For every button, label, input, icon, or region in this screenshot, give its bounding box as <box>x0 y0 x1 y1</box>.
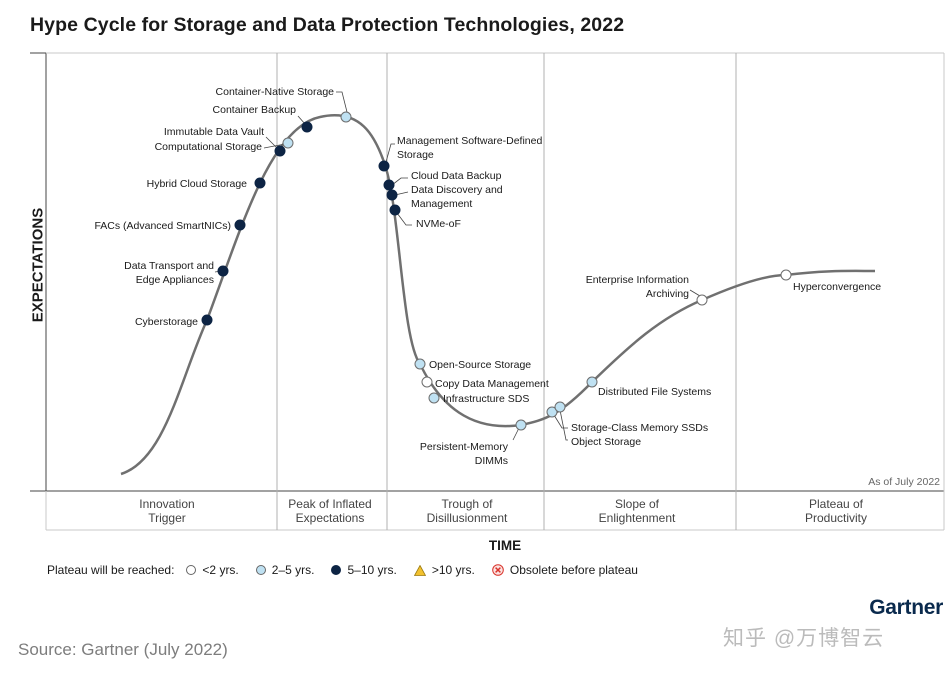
tech-label-container-backup: Container Backup <box>213 104 297 116</box>
watermark: 知乎 @万博智云 <box>723 627 885 650</box>
leader-line-computational-storage <box>263 143 286 149</box>
x-circle-icon <box>492 564 504 576</box>
tech-marker-container-native-storage[interactable] <box>340 111 352 123</box>
tech-marker-copy-data-management[interactable] <box>421 376 433 388</box>
tech-label-nvme-of: NVMe-oF <box>416 218 461 230</box>
tech-marker-open-source-storage[interactable] <box>414 358 426 370</box>
leader-line-nvme-of <box>396 212 412 226</box>
tech-label-open-source-storage: Open-Source Storage <box>429 359 531 371</box>
tech-label-persistent-memory-dimms: Persistent-Memory DIMMs <box>420 441 509 467</box>
chart-title: Hype Cycle for Storage and Data Protecti… <box>30 14 625 36</box>
tech-label-data-transport-and-edge-appliances: Data Transport and Edge Appliances <box>124 260 214 286</box>
tech-label-management-software-defined-storage: Management Software-Defined Storage <box>397 135 542 161</box>
legend-text-over-10: >10 yrs. <box>431 563 475 577</box>
tech-marker-computational-storage[interactable] <box>282 137 294 149</box>
legend-label: Plateau will be reached: <box>47 563 175 577</box>
tech-marker-data-discovery-and-management[interactable] <box>386 189 398 201</box>
legend-marker-under-2 <box>186 565 197 575</box>
source-caption: Source: Gartner (July 2022) <box>18 640 228 659</box>
tech-marker-nvme-of[interactable] <box>389 204 401 216</box>
tech-marker-persistent-memory-dimms[interactable] <box>515 419 527 431</box>
leader-line-management-software-defined-storage <box>385 143 395 163</box>
as-of-date: As of July 2022 <box>868 476 940 488</box>
tech-marker-distributed-file-systems[interactable] <box>586 376 598 388</box>
tech-label-distributed-file-systems: Distributed File Systems <box>598 386 711 398</box>
tech-label-cyberstorage: Cyberstorage <box>135 316 198 328</box>
legend-marker-2-5 <box>255 565 266 575</box>
phase-label-peak: Peak of Inflated Expectations <box>288 497 371 525</box>
tech-marker-cloud-data-backup[interactable] <box>383 179 395 191</box>
tech-marker-enterprise-information-archiving[interactable] <box>696 294 708 306</box>
tech-marker-data-transport-and-edge-appliances[interactable] <box>217 265 229 277</box>
tech-marker-hybrid-cloud-storage[interactable] <box>254 177 266 189</box>
legend-item-under-2: <2 yrs. <box>186 563 239 577</box>
tech-marker-cyberstorage[interactable] <box>201 314 213 326</box>
phase-label-plateau: Plateau of Productivity <box>805 497 867 525</box>
tech-marker-hyperconvergence[interactable] <box>780 269 792 281</box>
tech-label-copy-data-management: Copy Data Management <box>435 378 549 390</box>
tech-label-object-storage: Object Storage <box>571 436 641 448</box>
phase-label-trough: Trough of Disillusionment <box>427 497 508 525</box>
gartner-logo: Gartner <box>869 596 943 619</box>
tech-label-infrastructure-sds: Infrastructure SDS <box>443 393 529 405</box>
leader-line-persistent-memory-dimms <box>512 427 520 441</box>
tech-label-container-native-storage: Container-Native Storage <box>216 86 335 98</box>
tech-label-hybrid-cloud-storage: Hybrid Cloud Storage <box>147 178 248 190</box>
tech-marker-object-storage[interactable] <box>554 401 566 413</box>
tech-label-data-discovery-and-management: Data Discovery and Management <box>411 184 503 210</box>
tech-marker-facs-advanced-smartnics[interactable] <box>234 219 246 231</box>
legend-text-obsolete: Obsolete before plateau <box>509 563 638 577</box>
leader-line-cloud-data-backup <box>391 177 408 186</box>
tech-label-hyperconvergence: Hyperconvergence <box>793 281 881 293</box>
legend-item-5-10: 5–10 yrs. <box>331 563 397 577</box>
leader-line-enterprise-information-archiving <box>689 289 701 297</box>
tech-marker-immutable-data-vault[interactable] <box>274 145 286 157</box>
tech-label-enterprise-information-archiving: Enterprise Information Archiving <box>586 274 689 300</box>
leader-line-immutable-data-vault <box>265 136 279 150</box>
leader-line-object-storage <box>559 409 568 441</box>
leader-line-storage-class-memory-ssds <box>553 414 568 429</box>
x-axis-label: TIME <box>488 538 522 553</box>
tech-marker-infrastructure-sds[interactable] <box>428 392 440 404</box>
legend-item-2-5: 2–5 yrs. <box>255 563 315 577</box>
tech-label-computational-storage: Computational Storage <box>155 141 263 153</box>
leader-line-container-native-storage <box>336 91 348 113</box>
tech-label-storage-class-memory-ssds: Storage-Class Memory SSDs <box>571 422 708 434</box>
legend-item-over-10: >10 yrs. <box>413 563 475 577</box>
tech-marker-container-backup[interactable] <box>301 121 313 133</box>
tech-marker-storage-class-memory-ssds[interactable] <box>546 406 558 418</box>
phase-label-slope: Slope of Enlightenment <box>599 497 676 525</box>
legend-marker-5-10 <box>331 565 342 575</box>
tech-marker-management-software-defined-storage[interactable] <box>378 160 390 172</box>
tech-label-facs-advanced-smartnics: FACs (Advanced SmartNICs) <box>94 220 231 232</box>
legend-text-2-5: 2–5 yrs. <box>271 563 315 577</box>
legend: Plateau will be reached: <2 yrs. 2–5 yrs… <box>47 563 655 577</box>
legend-item-obsolete: Obsolete before plateau <box>492 563 638 577</box>
tech-label-cloud-data-backup: Cloud Data Backup <box>411 170 502 182</box>
phase-label-innovation-trigger: Innovation Trigger <box>139 497 194 525</box>
tech-label-immutable-data-vault: Immutable Data Vault <box>164 126 264 138</box>
legend-text-under-2: <2 yrs. <box>202 563 239 577</box>
triangle-icon <box>413 564 426 576</box>
legend-text-5-10: 5–10 yrs. <box>347 563 397 577</box>
